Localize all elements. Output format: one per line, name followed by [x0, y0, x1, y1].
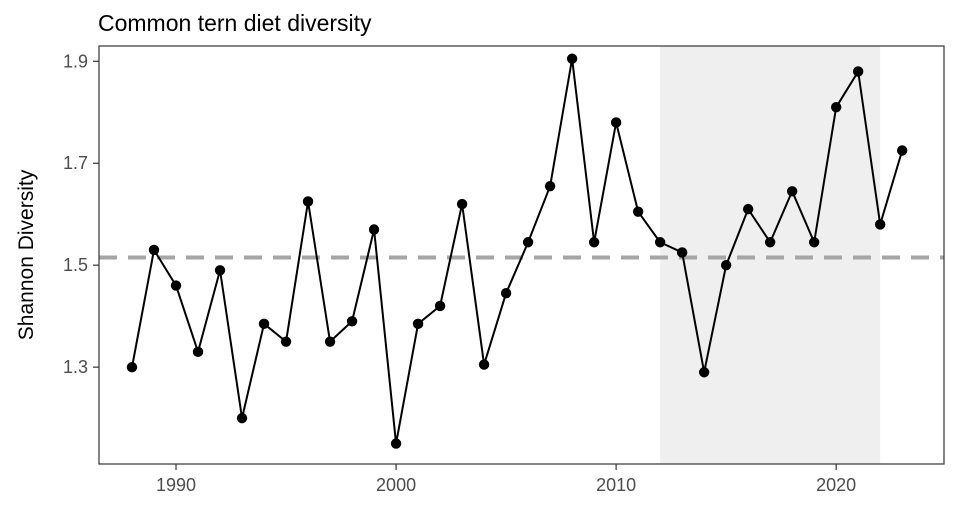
x-axis-ticks: 1990 2000 2010 2020	[156, 464, 856, 495]
data-point	[720, 259, 732, 271]
data-point	[610, 117, 622, 128]
data-point	[874, 219, 886, 230]
data-point	[324, 336, 336, 347]
data-point	[764, 237, 776, 248]
data-point	[456, 198, 468, 210]
data-point	[258, 318, 270, 330]
data-point	[588, 237, 600, 248]
data-point	[280, 336, 292, 347]
data-point	[830, 101, 842, 113]
y-axis-title: Shannon Diversity	[15, 169, 38, 340]
data-point	[478, 359, 490, 370]
data-point	[808, 237, 820, 248]
y-axis-ticks: 1.3 1.5 1.7 1.9	[63, 51, 99, 377]
data-point	[676, 247, 688, 258]
data-point	[544, 180, 556, 192]
y-tick-label: 1.5	[63, 255, 88, 275]
data-point	[632, 206, 644, 217]
shaded-period	[660, 46, 881, 464]
data-point	[852, 66, 864, 77]
data-point	[742, 203, 754, 215]
y-tick-label: 1.9	[63, 51, 88, 71]
data-point	[346, 316, 358, 327]
data-point	[412, 318, 424, 330]
data-point	[236, 412, 248, 424]
data-point	[566, 53, 578, 64]
data-point	[214, 265, 226, 276]
shaded-region-layer	[660, 46, 881, 464]
data-point	[390, 438, 402, 449]
data-point	[302, 196, 314, 207]
data-point	[192, 346, 204, 358]
x-tick-label: 2010	[596, 475, 636, 495]
data-point	[434, 300, 446, 312]
data-point	[368, 224, 380, 235]
data-point	[126, 361, 138, 373]
data-point	[786, 186, 798, 197]
series-line	[131, 57, 904, 445]
data-point	[654, 237, 666, 248]
data-point	[500, 288, 512, 299]
plot-panel-border	[98, 45, 945, 465]
series-line-layer	[131, 57, 904, 445]
data-point	[698, 367, 710, 378]
y-tick-label: 1.3	[63, 357, 88, 377]
x-tick-label: 1990	[156, 475, 196, 495]
y-tick-label: 1.7	[63, 153, 88, 173]
chart-title: Common tern diet diversity	[98, 10, 372, 36]
x-tick-label: 2000	[376, 475, 416, 495]
data-point	[896, 145, 908, 156]
series-points-layer	[126, 53, 908, 449]
data-point	[170, 280, 182, 291]
data-point	[148, 244, 160, 256]
data-point	[522, 237, 534, 248]
x-tick-label: 2020	[816, 475, 856, 495]
